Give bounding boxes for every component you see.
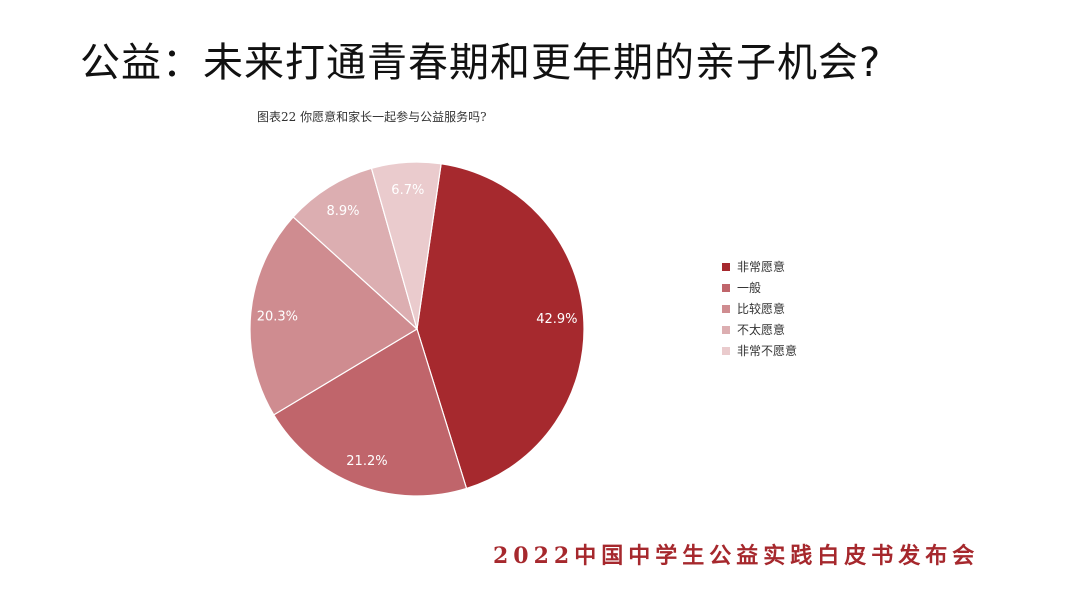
legend-item: 非常愿意	[722, 256, 797, 277]
event-footer: 2022中国中学生公益实践白皮书发布会	[493, 543, 980, 569]
slice-data-label: 42.9%	[536, 312, 577, 327]
pie-slice	[272, 328, 468, 497]
legend-label: 一般	[737, 281, 762, 295]
legend-swatch	[722, 283, 730, 292]
slide-title: 公益：未来打通青春期和更年期的亲子机会?	[80, 40, 882, 86]
legend-label: 非常不愿意	[737, 344, 798, 358]
legend-label: 比较愿意	[737, 302, 786, 316]
legend-item: 不太愿意	[722, 319, 797, 340]
slice-data-label: 8.9%	[326, 204, 359, 219]
legend-swatch	[722, 346, 730, 355]
legend-item: 一般	[722, 277, 797, 298]
legend-swatch	[722, 304, 730, 313]
pie-slice	[370, 161, 442, 330]
legend-swatch	[722, 325, 730, 334]
pie-slice	[292, 167, 419, 331]
slice-data-label: 21.2%	[346, 454, 387, 469]
legend-item: 比较愿意	[722, 298, 797, 319]
chart-legend: 非常愿意 一般 比较愿意 不太愿意 非常不愿意	[722, 256, 797, 361]
slice-data-label: 20.3%	[257, 309, 298, 324]
legend-swatch	[722, 262, 730, 271]
chart-title: 图表22 你愿意和家长一起参与公益服务吗?	[257, 110, 487, 124]
pie-slice	[416, 163, 585, 490]
pie-slice	[249, 216, 419, 416]
slice-data-label: 6.7%	[391, 183, 424, 198]
legend-label: 非常愿意	[737, 260, 786, 274]
legend-item: 非常不愿意	[722, 340, 797, 361]
legend-label: 不太愿意	[737, 323, 786, 337]
